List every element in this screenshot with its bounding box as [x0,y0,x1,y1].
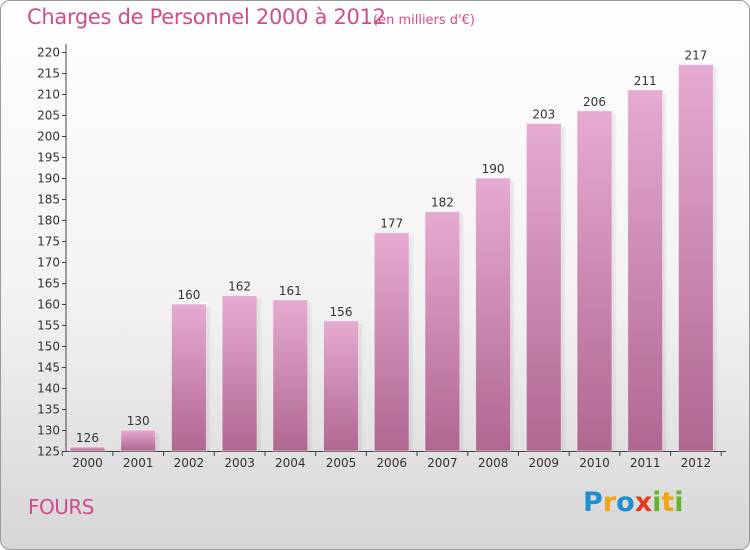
logo-letter: r [602,487,617,518]
logo-letter: i [652,487,662,518]
y-tick-label: 160 [37,298,60,312]
y-tick-label: 140 [37,382,60,396]
bar-2007 [424,211,461,452]
y-tick-label: 170 [37,256,60,270]
y-tick-label: 190 [37,172,60,186]
bar-value-label: 156 [330,305,353,319]
bar-value-label: 160 [177,288,200,302]
bar-shadow [257,298,263,451]
bar-value-label: 206 [583,95,606,109]
y-tick-label: 215 [37,67,60,81]
bar-value-label: 217 [684,49,707,63]
bar-2009 [525,122,562,452]
y-tick-label: 200 [37,130,60,144]
y-tick-label: 150 [37,340,60,354]
bar-value-label: 162 [228,280,251,294]
bar-value-label: 182 [431,196,454,210]
bar-shadow [662,92,668,452]
x-tick-label: 2003 [224,456,255,470]
y-tick-label: 220 [37,46,60,60]
x-tick-label: 2006 [376,456,407,470]
y-tick-label: 180 [37,214,60,228]
bar-shadow [307,302,313,451]
x-tick-label: 2007 [427,456,458,470]
x-tick-label: 2005 [326,456,357,470]
bar-2012 [677,64,714,452]
y-tick-label: 155 [37,319,60,333]
y-tick-label: 135 [37,403,60,417]
bar-2008 [475,177,512,452]
bar-shadow [206,307,212,451]
bar-2011 [627,89,664,452]
y-tick-label: 205 [37,109,60,123]
bar-shadow [510,181,516,451]
bar-value-label: 130 [127,414,150,428]
proxiti-logo[interactable]: Proxiti [583,487,684,518]
logo-letter: P [583,487,603,518]
logo-letter: o [616,487,635,518]
bar-2006 [373,232,410,452]
logo-letter: t [661,487,675,518]
bar-value-label: 177 [380,217,403,231]
x-tick-label: 2010 [579,456,610,470]
y-tick-label: 125 [37,445,60,459]
y-tick-label: 165 [37,277,60,291]
chart-title: Charges de Personnel 2000 à 2012 [27,5,386,29]
bar-shadow [561,126,567,452]
bar-value-label: 161 [279,284,302,298]
x-tick-label: 2008 [478,456,509,470]
bar-2003 [221,295,258,452]
y-tick-label: 210 [37,88,60,102]
x-tick-label: 2009 [529,456,560,470]
bar-2005 [323,320,359,452]
bar-2001 [120,429,157,452]
bar-shadow [358,323,364,451]
x-tick-label: 2011 [630,456,661,470]
bar-value-label: 190 [482,162,505,176]
y-tick-label: 130 [37,424,60,438]
bar-shadow [105,449,110,451]
bar-2002 [170,303,207,452]
chart-subtitle: (en milliers d'€) [373,13,475,28]
bar-2004 [272,299,309,452]
bar-shadow [612,113,617,452]
bar-2010 [576,110,613,452]
bar-shadow [713,67,719,451]
bar-value-label: 126 [76,431,99,445]
y-tick-label: 195 [37,151,60,165]
bar-shadow [155,433,161,451]
x-tick-label: 2000 [72,456,103,470]
bar-value-label: 203 [532,107,555,121]
logo-letter: i [674,487,684,518]
bar-value-label: 211 [634,74,657,88]
bar-2000 [69,446,106,452]
y-tick-label: 185 [37,193,60,207]
x-tick-label: 2002 [174,456,205,470]
town-name: FOURS [28,495,94,519]
x-tick-label: 2012 [681,456,712,470]
y-tick-label: 175 [37,235,60,249]
bar-shadow [409,235,415,451]
logo-letter: x [634,487,653,518]
bar-shadow [459,214,465,451]
x-tick-label: 2004 [275,456,306,470]
y-tick-label: 145 [37,361,60,375]
x-tick-label: 2001 [123,456,154,470]
